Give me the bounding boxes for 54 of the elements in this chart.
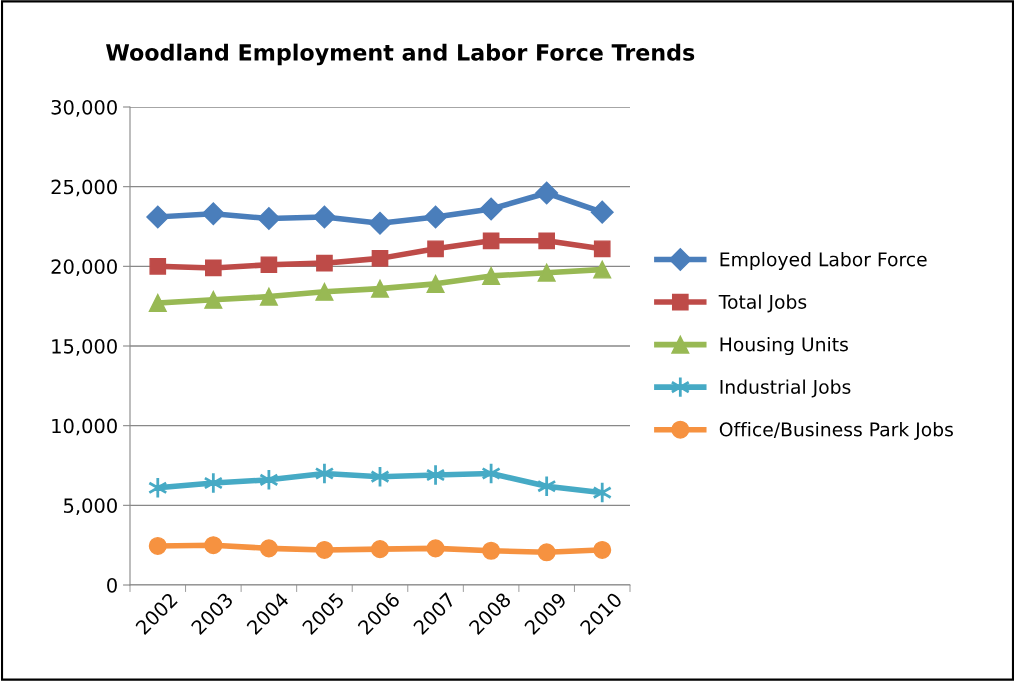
point <box>146 205 170 229</box>
point <box>536 475 557 498</box>
point <box>203 471 224 495</box>
point <box>424 205 448 229</box>
point <box>312 205 336 229</box>
chart-title: Woodland Employment and Labor Force Trends <box>106 43 695 66</box>
point <box>370 279 390 298</box>
point <box>316 254 333 272</box>
point <box>257 207 281 231</box>
point <box>259 287 278 306</box>
point <box>535 181 559 205</box>
point <box>147 476 168 499</box>
point <box>370 540 390 559</box>
y-tick-label: 0 <box>107 577 117 593</box>
point <box>315 540 334 559</box>
point <box>204 290 223 309</box>
point <box>537 543 556 562</box>
point <box>593 260 612 279</box>
legend-label: Total Jobs <box>718 294 807 313</box>
point <box>482 266 501 285</box>
point <box>148 536 167 555</box>
point <box>593 240 611 258</box>
point <box>201 202 225 226</box>
point <box>149 257 167 275</box>
point <box>482 541 501 560</box>
y-tick-label: 15,000 <box>52 338 117 356</box>
point <box>148 293 167 313</box>
point <box>204 536 223 555</box>
point <box>537 263 556 282</box>
point <box>479 197 503 221</box>
point <box>482 232 500 250</box>
y-tick-label: 5,000 <box>64 498 117 515</box>
point <box>592 481 613 504</box>
point <box>426 274 445 293</box>
point <box>259 539 278 558</box>
point <box>260 256 278 274</box>
point <box>538 232 556 250</box>
legend-label: Industrial Jobs <box>720 379 851 398</box>
legend-label: Housing Units <box>720 336 848 356</box>
point <box>371 250 389 267</box>
point <box>368 211 392 235</box>
y-tick-label: 30,000 <box>51 99 117 117</box>
point <box>425 463 446 487</box>
y-tick-label: 25,000 <box>51 179 117 197</box>
point <box>204 259 222 277</box>
point <box>590 200 614 224</box>
point <box>427 240 444 258</box>
point <box>426 539 445 558</box>
point <box>315 282 334 301</box>
y-tick-label: 20,000 <box>51 259 117 276</box>
y-tick-label: 10,000 <box>52 418 117 436</box>
legend-label: Employed Labor Force <box>720 251 927 271</box>
point <box>593 540 612 559</box>
legend-label: Office/Business Park Jobs <box>719 421 953 440</box>
